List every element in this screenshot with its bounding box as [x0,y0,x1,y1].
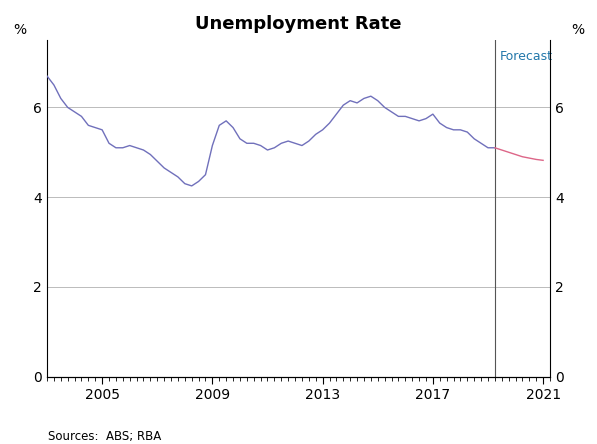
Title: Unemployment Rate: Unemployment Rate [195,15,402,33]
Text: Sources:  ABS; RBA: Sources: ABS; RBA [48,429,161,443]
Text: Forecast: Forecast [500,50,553,63]
Text: %: % [13,23,26,37]
Text: %: % [571,23,584,37]
